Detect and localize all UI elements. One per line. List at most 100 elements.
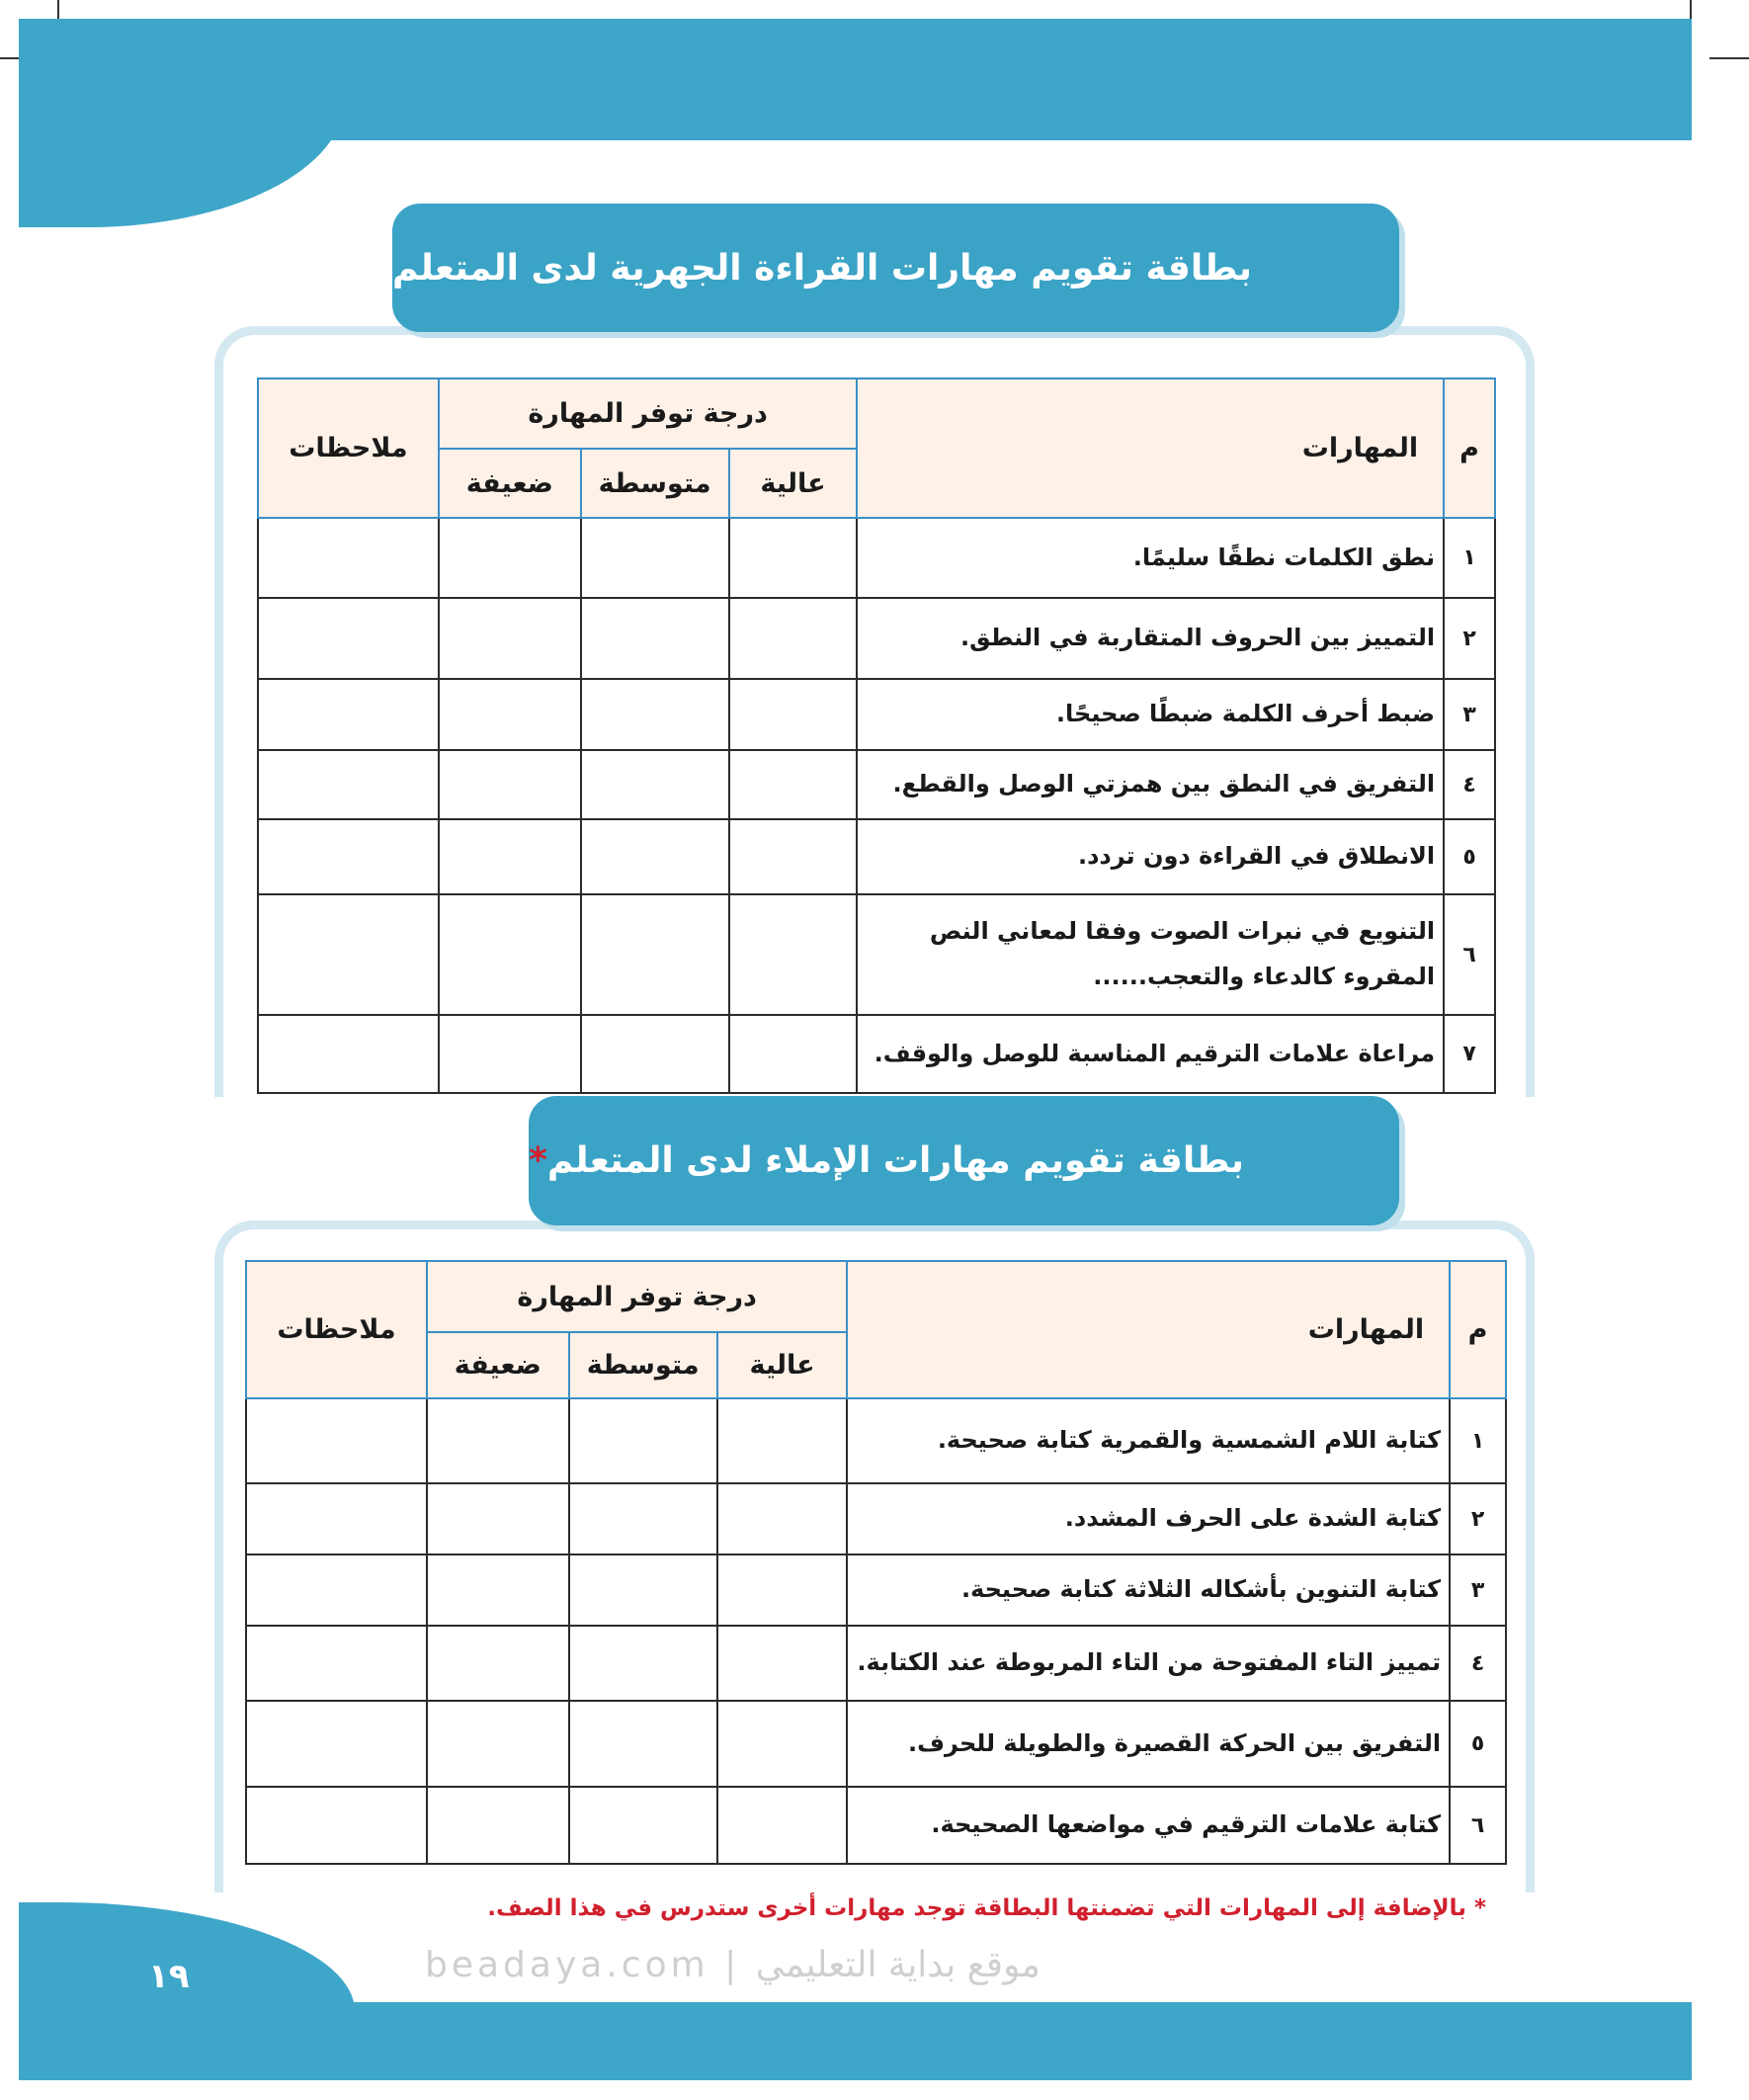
cell-medium[interactable] [579,597,730,680]
table-row: ٣ كتابة التنوين بأشكاله الثلاثة كتابة صحي… [245,1554,1507,1627]
crop-mark [1709,57,1749,59]
row-number: ٦ [1449,1786,1507,1865]
cell-high[interactable] [727,818,859,895]
cell-notes[interactable] [257,818,440,895]
table-row: ٢ التمييز بين الحروف المتقاربة في النطق. [257,597,1496,680]
cell-notes[interactable] [245,1786,428,1865]
cell-notes[interactable] [257,749,440,820]
skill-text: الانطلاق في القراءة دون تردد. [856,818,1446,895]
top-decorative-curve [19,99,345,227]
cell-weak[interactable] [437,749,582,820]
cell-medium[interactable] [567,1397,718,1484]
skill-text: تمييز التاء المفتوحة من التاء المربوطة ع… [846,1625,1452,1702]
cell-notes[interactable] [257,517,440,599]
cell-weak[interactable] [425,1397,570,1484]
cell-medium[interactable] [579,517,730,599]
cell-medium[interactable] [567,1554,718,1627]
watermark: beadaya.com | موقع بداية التعليمي [425,1945,1041,1985]
row-number: ٦ [1443,893,1496,1016]
cell-high[interactable] [715,1554,849,1627]
row-number: ٢ [1449,1482,1507,1555]
cell-high[interactable] [727,1014,859,1094]
row-number: ٥ [1443,818,1496,895]
footnote-star: * [529,1140,547,1181]
cell-weak[interactable] [425,1482,570,1555]
skill-text: التنويع في نبرات الصوت وفقا لمعاني النص … [856,893,1446,1016]
cell-high[interactable] [727,893,859,1016]
cell-weak[interactable] [437,678,582,751]
table-row: ٣ ضبط أحرف الكلمة ضبطًا صحيحًا. [257,678,1496,751]
header-num: م [1449,1260,1507,1399]
cell-notes[interactable] [245,1625,428,1702]
skill-text: التفريق في النطق بين همزتي الوصل والقطع. [856,749,1446,820]
reading-skills-table: م المهارات درجة توفر المهارة ملاحظات عالية م… [257,378,1496,1094]
cell-medium[interactable] [579,749,730,820]
skill-text: كتابة اللام الشمسية والقمرية كتابة صحيحة… [846,1397,1452,1484]
header-high: عالية [715,1331,849,1399]
header-weak: ضعيفة [437,448,582,519]
table-row: ٤ تمييز التاء المفتوحة من التاء المربوطة … [245,1625,1507,1702]
cell-high[interactable] [715,1397,849,1484]
cell-medium[interactable] [579,893,730,1016]
table-row: ٦ التنويع في نبرات الصوت وفقا لمعاني النص… [257,893,1496,1016]
cell-notes[interactable] [257,893,440,1016]
cell-notes[interactable] [257,678,440,751]
cell-notes[interactable] [245,1482,428,1555]
skill-text: مراعاة علامات الترقيم المناسبة للوصل وال… [856,1014,1446,1094]
cell-medium[interactable] [567,1700,718,1788]
cell-weak[interactable] [425,1554,570,1627]
row-number: ٣ [1443,678,1496,751]
cell-notes[interactable] [245,1554,428,1627]
cell-weak[interactable] [437,517,582,599]
spelling-skills-table: م المهارات درجة توفر المهارة ملاحظات عالية م… [245,1260,1507,1865]
cell-high[interactable] [727,678,859,751]
header-weak: ضعيفة [425,1331,570,1399]
header-notes: ملاحظات [245,1260,428,1399]
page-number: ١٩ [148,1957,190,1996]
skill-text: نطق الكلمات نطقًا سليمًا. [856,517,1446,599]
cell-medium[interactable] [567,1482,718,1555]
skill-text: كتابة الشدة على الحرف المشدد. [846,1482,1452,1555]
card1-title-text: بطاقة تقويم مهارات القراءة الجهرية لدى ا… [392,247,1252,289]
cell-high[interactable] [715,1625,849,1702]
card2-title: بطاقة تقويم مهارات الإملاء لدى المتعلم * [529,1096,1399,1225]
cell-notes[interactable] [257,1014,440,1094]
cell-high[interactable] [715,1482,849,1555]
cell-weak[interactable] [425,1700,570,1788]
cell-high[interactable] [727,517,859,599]
table-row: ١ نطق الكلمات نطقًا سليمًا. [257,517,1496,599]
card2-title-text: بطاقة تقويم مهارات الإملاء لدى المتعلم [546,1140,1244,1181]
cell-weak[interactable] [437,893,582,1016]
cell-weak[interactable] [425,1625,570,1702]
cell-notes[interactable] [245,1397,428,1484]
cell-high[interactable] [727,749,859,820]
skill-text: التمييز بين الحروف المتقاربة في النطق. [856,597,1446,680]
cell-medium[interactable] [579,818,730,895]
cell-notes[interactable] [257,597,440,680]
table-row: ٦ كتابة علامات الترقيم في مواضعها الصحيحة… [245,1786,1507,1865]
bottom-decorative-band [19,2002,1692,2080]
cell-high[interactable] [715,1700,849,1788]
table-row: ١ كتابة اللام الشمسية والقمرية كتابة صحيح… [245,1397,1507,1484]
header-notes: ملاحظات [257,378,440,519]
header-skills: المهارات [856,378,1446,519]
cell-notes[interactable] [245,1700,428,1788]
header-medium: متوسطة [567,1331,718,1399]
cell-medium[interactable] [567,1625,718,1702]
cell-high[interactable] [715,1786,849,1865]
table-row: ٧ مراعاة علامات الترقيم المناسبة للوصل وا… [257,1014,1496,1094]
cell-medium[interactable] [579,1014,730,1094]
cell-weak[interactable] [437,1014,582,1094]
cell-high[interactable] [727,597,859,680]
cell-medium[interactable] [567,1786,718,1865]
table-row: ٥ الانطلاق في القراءة دون تردد. [257,818,1496,895]
cell-weak[interactable] [437,818,582,895]
cell-weak[interactable] [437,597,582,680]
header-skills: المهارات [846,1260,1452,1399]
cell-medium[interactable] [579,678,730,751]
cell-weak[interactable] [425,1786,570,1865]
table-row: ٤ التفريق في النطق بين همزتي الوصل والقطع… [257,749,1496,820]
header-medium: متوسطة [579,448,730,519]
row-number: ١ [1443,517,1496,599]
table-row: ٥ التفريق بين الحركة القصيرة والطويلة للح… [245,1700,1507,1788]
